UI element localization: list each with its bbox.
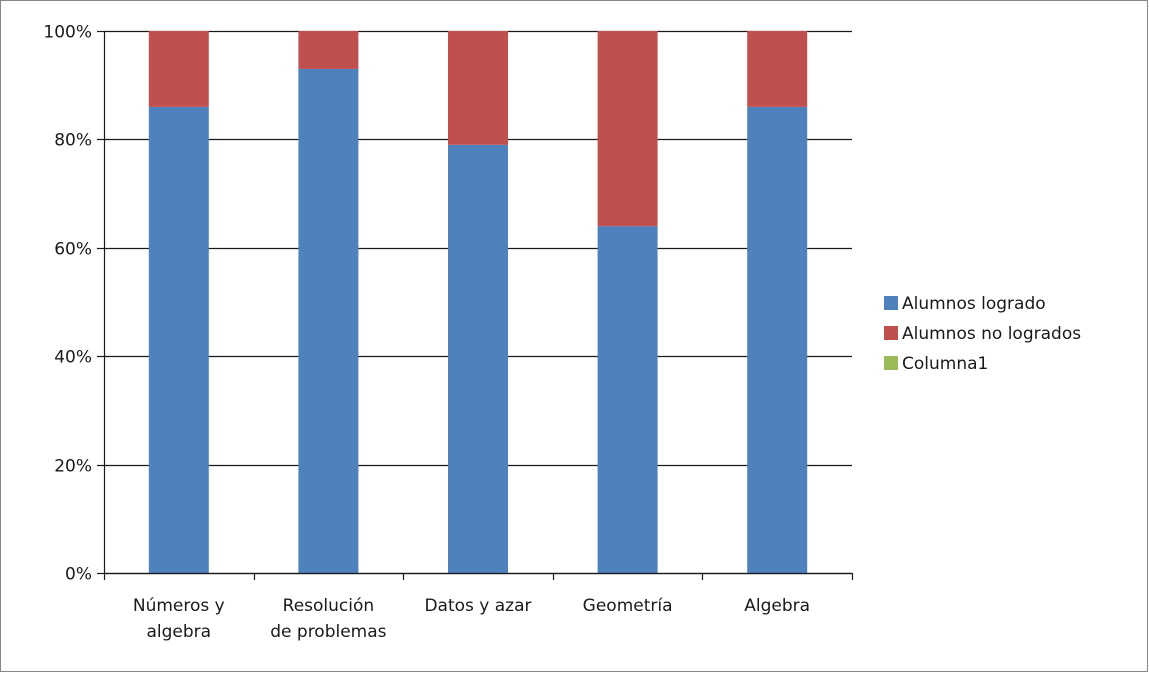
x-category-label: Algebra	[744, 596, 810, 616]
y-tick-label: 40%	[54, 348, 92, 368]
bar-logrado	[747, 106, 808, 573]
y-tick-label: 80%	[54, 131, 92, 151]
legend-label: Columna1	[902, 354, 988, 374]
bar-logrado	[597, 226, 658, 573]
bar-no-logrado	[298, 31, 359, 69]
y-tick-label: 20%	[54, 457, 92, 477]
tick-labels: 0% 20% 40% 60% 80% 100%	[43, 23, 92, 585]
axes	[97, 30, 854, 580]
bar-no-logrado	[597, 31, 658, 227]
y-tick-label: 60%	[54, 240, 92, 260]
bar-logrado	[448, 144, 508, 573]
x-category-label-line: algebra	[147, 622, 212, 642]
bar-logrado	[148, 106, 209, 573]
bar-logrado	[298, 68, 359, 573]
x-category-label: Datos y azar	[424, 596, 531, 616]
y-tick-label: 100%	[43, 23, 92, 43]
legend-label: Alumnos logrado	[902, 294, 1046, 314]
x-category-label-line: de problemas	[270, 622, 386, 642]
y-tick-label: 0%	[65, 565, 92, 585]
x-category-label: Geometría	[583, 596, 673, 616]
bar-no-logrado	[148, 31, 209, 107]
x-category-label-line: Geometría	[583, 596, 673, 616]
x-category-label: Resolución de problemas	[270, 596, 386, 642]
legend-swatch	[884, 356, 898, 370]
x-category-label-line: Datos y azar	[424, 596, 531, 616]
x-category-label-line: Algebra	[744, 596, 810, 616]
bar-no-logrado	[448, 31, 508, 145]
legend: Alumnos logrado Alumnos no logrados Column…	[884, 294, 1081, 374]
bars	[148, 31, 808, 573]
legend-swatch	[884, 296, 898, 310]
x-category-label: Números y algebra	[133, 596, 225, 642]
bar-no-logrado	[747, 31, 808, 107]
legend-swatch	[884, 326, 898, 340]
legend-label: Alumnos no logrados	[902, 324, 1081, 344]
x-category-label-line: Resolución	[283, 596, 375, 616]
category-labels: Números y algebra Resolución de problemas Da…	[133, 596, 810, 642]
x-category-label-line: Números y	[133, 596, 225, 616]
